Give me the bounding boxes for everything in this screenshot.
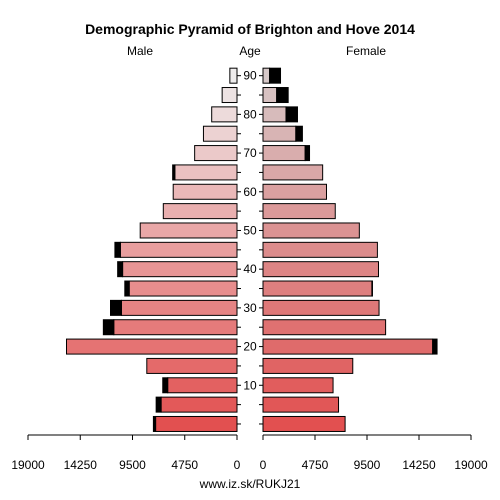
female-bar-0-4 (262, 415, 346, 432)
male-bar-35-39 (128, 280, 238, 297)
male-excess-45-49 (114, 241, 121, 258)
female-bar-85-89 (262, 87, 278, 104)
female-label: Female (346, 44, 386, 58)
female-excess-85-89 (276, 87, 289, 104)
female-excess-90+ (269, 67, 282, 84)
male-x-tick-label: 0 (234, 458, 241, 472)
male-excess-35-39 (124, 280, 130, 297)
male-bar-10-14 (167, 377, 238, 394)
female-excess-80-84 (285, 106, 298, 123)
female-x-tick-label: 4750 (302, 458, 329, 472)
age-tick-label: 20 (243, 340, 257, 354)
age-tick-label: 40 (243, 262, 257, 276)
female-bar-30-34 (262, 299, 380, 316)
female-bar-70-74 (262, 145, 306, 162)
male-bar-25-29 (113, 319, 238, 336)
male-bar-85-89 (221, 87, 238, 104)
female-bar-20-24 (262, 338, 434, 355)
female-bar-10-14 (262, 377, 334, 394)
chart-title: Demographic Pyramid of Brighton and Hove… (85, 21, 415, 37)
male-bar-55-59 (162, 203, 238, 220)
axes-layer: 10 20 30 40 50 60 70 80 90 19000 14250 9500 4750 0 0 47… (11, 69, 488, 472)
male-bar-0-4 (155, 415, 238, 432)
bars-layer (66, 67, 438, 432)
male-excess-30-34 (110, 299, 122, 316)
female-bar-5-9 (262, 396, 340, 413)
female-bar-90+ (262, 67, 271, 84)
female-bar-25-29 (262, 319, 387, 336)
female-bar-15-19 (262, 357, 354, 374)
male-bar-60-64 (172, 183, 238, 200)
male-bar-40-44 (122, 261, 238, 278)
age-tick-label: 70 (243, 146, 257, 160)
female-bar-35-39 (262, 280, 373, 297)
male-excess-5-9 (155, 396, 162, 413)
male-excess-25-29 (102, 319, 115, 336)
female-bar-40-44 (262, 261, 379, 278)
female-bar-80-84 (262, 106, 287, 123)
male-x-tick-label: 4750 (171, 458, 198, 472)
male-excess-65-69 (172, 164, 176, 181)
age-label: Age (239, 44, 261, 58)
female-x-tick-label: 19000 (454, 458, 488, 472)
male-x-tick-label: 14250 (64, 458, 98, 472)
male-bar-65-69 (174, 164, 238, 181)
female-excess-20-24 (432, 338, 438, 355)
male-bar-70-74 (194, 145, 238, 162)
female-x-tick-label: 9500 (354, 458, 381, 472)
age-tick-label: 30 (243, 301, 257, 315)
male-x-tick-label: 19000 (11, 458, 45, 472)
female-x-tick-label: 14250 (402, 458, 436, 472)
female-excess-35-39 (371, 280, 373, 297)
female-x-tick-label: 0 (260, 458, 267, 472)
male-bar-50-54 (139, 222, 238, 239)
age-tick-label: 60 (243, 185, 257, 199)
female-bar-65-69 (262, 164, 324, 181)
male-bar-20-24 (66, 338, 238, 355)
female-bar-55-59 (262, 203, 336, 220)
male-excess-10-14 (162, 377, 169, 394)
footer-url: www.iz.sk/RUKJ21 (199, 477, 301, 491)
age-tick-label: 80 (243, 107, 257, 121)
male-excess-40-44 (117, 261, 124, 278)
female-bar-60-64 (262, 183, 327, 200)
male-bar-90+ (229, 67, 238, 84)
male-label: Male (127, 44, 153, 58)
male-bar-80-84 (211, 106, 238, 123)
female-bar-45-49 (262, 241, 378, 258)
male-bar-5-9 (160, 396, 238, 413)
male-bar-30-34 (121, 299, 238, 316)
male-bar-45-49 (119, 241, 238, 258)
age-tick-label: 10 (243, 378, 257, 392)
female-bar-75-79 (262, 125, 297, 142)
female-bar-50-54 (262, 222, 360, 239)
male-excess-0-4 (152, 415, 157, 432)
age-tick-label: 90 (243, 69, 257, 83)
male-bar-15-19 (146, 357, 238, 374)
female-excess-70-74 (304, 145, 311, 162)
male-bar-75-79 (202, 125, 238, 142)
male-x-tick-label: 9500 (119, 458, 146, 472)
female-excess-75-79 (295, 125, 303, 142)
age-tick-label: 50 (243, 223, 257, 237)
